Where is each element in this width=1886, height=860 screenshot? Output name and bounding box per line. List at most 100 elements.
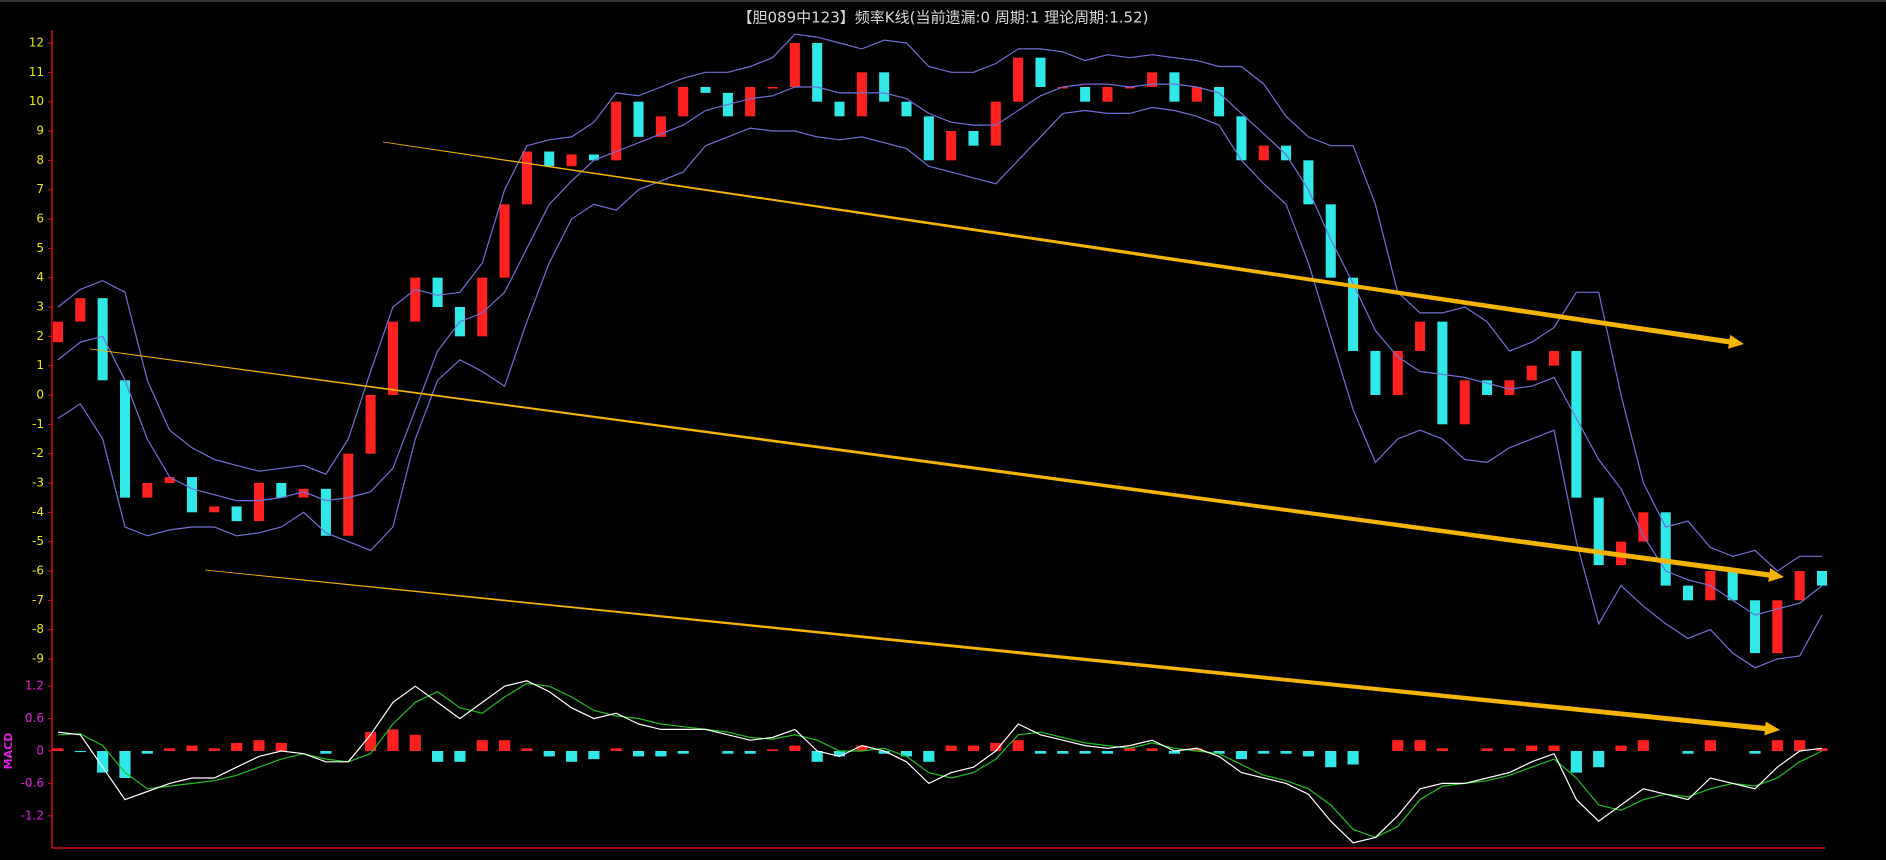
candle (1437, 321, 1448, 425)
candle (410, 277, 421, 322)
candle (990, 101, 1001, 146)
candle (1147, 72, 1158, 87)
candle (1102, 86, 1113, 102)
candle (1772, 600, 1783, 654)
macd-bar (1481, 748, 1493, 751)
y-tick-label: 10 (29, 94, 44, 108)
candle (1593, 497, 1604, 566)
y-tick-label: -1 (32, 417, 44, 431)
macd-bar (610, 748, 622, 751)
macd-bar (789, 745, 801, 751)
candle (387, 321, 398, 395)
candle (209, 506, 220, 513)
y-tick-label: 12 (29, 35, 44, 49)
macd-bar (1615, 745, 1627, 751)
y-tick-label: 1 (36, 358, 44, 372)
candle (1727, 570, 1738, 601)
candle (633, 101, 644, 137)
y-tick-label: -5 (32, 534, 44, 548)
macd-bar (967, 745, 980, 751)
macd-bar (141, 751, 153, 754)
y-tick-label: -6 (32, 563, 44, 577)
macd-bar (1414, 740, 1426, 751)
candle (432, 277, 443, 307)
candle (52, 321, 64, 343)
candle (1459, 380, 1470, 425)
candle (1370, 350, 1381, 395)
candle (1549, 350, 1560, 366)
bollinger-mid (57, 83, 1823, 616)
y-tick-label: -8 (32, 622, 44, 636)
candle (1660, 512, 1671, 586)
trend-arrow (89, 348, 1784, 582)
candle (1816, 570, 1828, 586)
macd-bar (365, 732, 377, 751)
y-tick-label: 6 (36, 211, 44, 225)
candle (611, 101, 622, 161)
candle (499, 204, 510, 278)
macd-bar (1012, 740, 1024, 751)
candle (767, 86, 778, 89)
macd-bar (900, 751, 913, 757)
candle (745, 86, 756, 117)
candle (588, 154, 599, 161)
candle (1348, 277, 1359, 351)
macd-bar (766, 749, 779, 751)
macd-bar (1436, 748, 1448, 751)
macd-bar (476, 740, 488, 751)
candle (1325, 204, 1336, 278)
macd-bar (565, 751, 578, 762)
candle (1571, 350, 1582, 498)
macd-bar (833, 751, 846, 757)
candle (566, 154, 577, 167)
macd-bar (1771, 740, 1783, 751)
bollinger-upper (57, 33, 1822, 572)
macd-bar (1258, 751, 1270, 754)
macd-bar (655, 751, 667, 757)
candle (946, 130, 957, 161)
candle (1169, 72, 1180, 102)
macd-bar (1749, 751, 1761, 754)
candle (1749, 600, 1761, 654)
candle (1281, 145, 1292, 161)
macd-bar (1168, 751, 1181, 754)
macd-bar (521, 748, 533, 751)
macd-bar (432, 751, 444, 762)
macd-bar (97, 751, 109, 773)
y-tick-label: -7 (32, 593, 44, 607)
candle (1236, 116, 1247, 161)
macd-bar (1593, 751, 1605, 768)
candle (1303, 160, 1314, 205)
macd-bar (1191, 748, 1203, 751)
macd-bar (1704, 740, 1716, 751)
macd-bar (1280, 751, 1292, 754)
candle (1392, 350, 1403, 395)
candle (1415, 321, 1426, 351)
macd-bar (856, 745, 868, 751)
candle (1794, 570, 1805, 601)
candle (320, 488, 331, 536)
y-tick-label: 0.6 (25, 711, 44, 725)
y-tick-label: 5 (36, 241, 44, 255)
candle (1258, 145, 1269, 161)
macd-bar (74, 751, 86, 753)
candle (186, 477, 197, 513)
macd-bar (499, 740, 511, 751)
candle (521, 151, 532, 205)
macd-bar (164, 748, 176, 751)
candle (879, 72, 890, 102)
macd-bar (1347, 751, 1359, 765)
candle (1214, 86, 1225, 117)
y-tick-label: 1.2 (25, 679, 44, 693)
y-tick-label: 0 (36, 744, 44, 758)
macd-bar (990, 742, 1002, 751)
candle (164, 477, 175, 483)
y-axis-label: MACD (2, 733, 15, 770)
macd-bar (1392, 740, 1404, 751)
trend-arrow (382, 141, 1744, 349)
macd-bar (632, 751, 645, 757)
macd-bar (387, 729, 399, 751)
macd-bar (722, 751, 734, 754)
dif-line (57, 680, 1823, 844)
